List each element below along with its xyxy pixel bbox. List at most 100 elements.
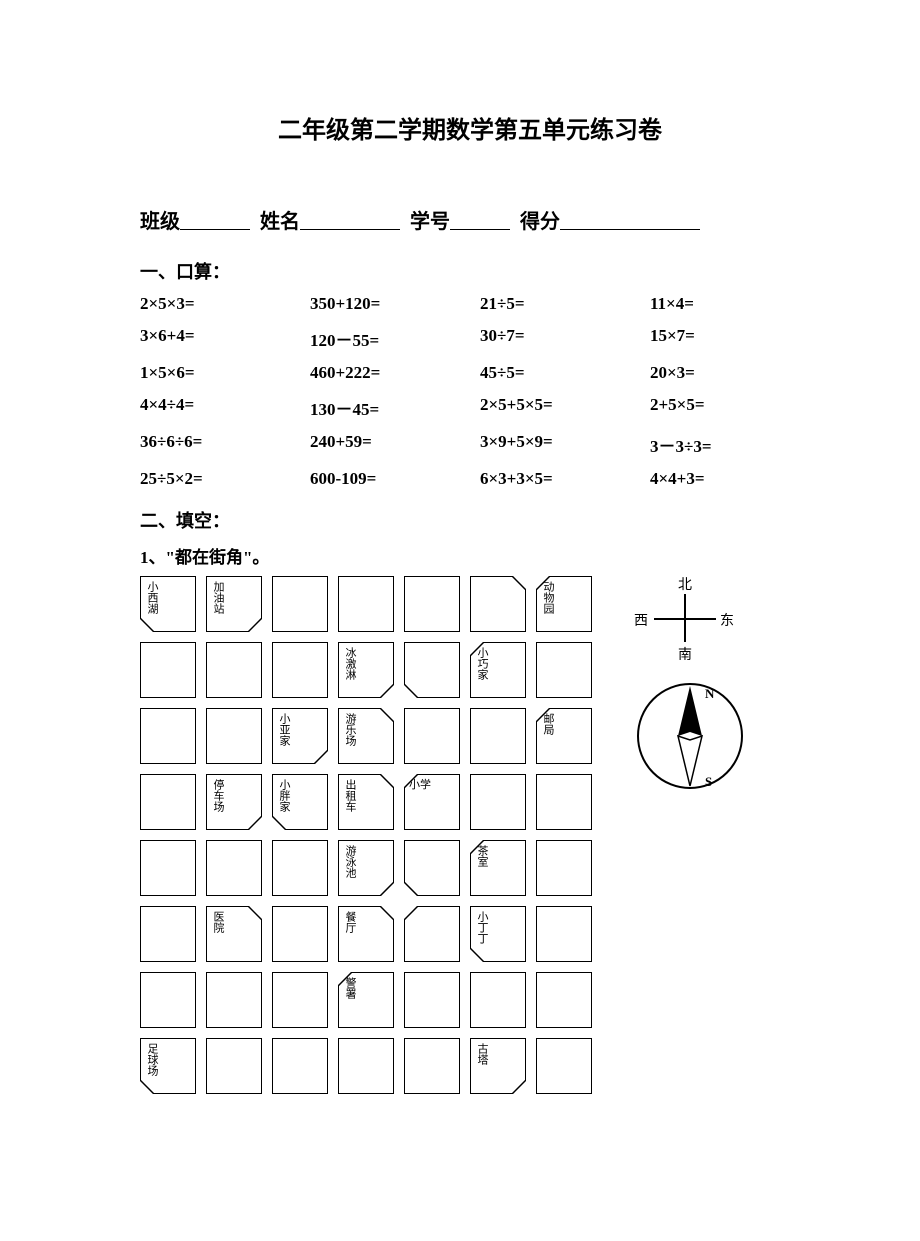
map-cell-label: 足球场 [145,1043,158,1076]
map-cell-label: 游乐场 [343,713,356,746]
map-area: 小西湖 加油站 动物园 冰激淋 小巧家 小亚家 游乐场 邮局 停车场 小胖家 出… [140,576,800,1126]
arith-cell: 45÷5= [480,363,650,383]
arith-cell: 2+5×5= [650,395,790,420]
map-cell [272,1038,328,1094]
arith-cell: 25÷5×2= [140,469,310,489]
map-cell: 小胖家 [272,774,328,830]
map-cell [536,1038,592,1094]
map-cell-label: 餐厅 [343,911,356,933]
arith-cell: 4×4÷4= [140,395,310,420]
map-cell [470,972,526,1028]
map-cell [404,708,460,764]
map-cell [140,642,196,698]
cell-notch [470,948,484,962]
map-cell: 出租车 [338,774,394,830]
map-grid: 小西湖 加油站 动物园 冰激淋 小巧家 小亚家 游乐场 邮局 停车场 小胖家 出… [140,576,592,1094]
map-cell-label: 加油站 [211,581,224,614]
arith-cell: 3×9+5×9= [480,432,650,457]
name-label: 姓名 [260,211,300,233]
class-blank[interactable] [180,209,250,230]
map-cell [470,708,526,764]
cell-notch [248,618,262,632]
score-blank[interactable] [560,209,700,230]
map-cell [206,972,262,1028]
arith-cell: 600-109= [310,469,480,489]
map-cell-label: 出租车 [343,779,356,812]
arith-cell: 30÷7= [480,326,650,351]
arith-cell: 21÷5= [480,294,650,314]
map-cell-label: 冰激淋 [343,647,356,680]
map-cell [536,642,592,698]
arithmetic-grid: 2×5×3=350+120=21÷5=11×4=3×6+4=120－55=30÷… [140,294,800,489]
map-cell: 小巧家 [470,642,526,698]
map-cell: 餐厅 [338,906,394,962]
map-cell [206,708,262,764]
map-cell [140,906,196,962]
arith-cell: 240+59= [310,432,480,457]
east-label: 东 [720,610,734,630]
map-cell [140,774,196,830]
map-cell [140,972,196,1028]
cell-notch [380,774,394,788]
direction-cross: 北 南 西 东 [620,576,750,666]
cell-notch [314,750,328,764]
map-cell [536,906,592,962]
cell-notch [512,576,526,590]
cell-notch [470,840,484,854]
arith-cell: 1×5×6= [140,363,310,383]
map-cell [404,1038,460,1094]
map-cell: 小学 [404,774,460,830]
cell-notch [380,882,394,896]
map-cell [404,906,460,962]
cell-notch [404,774,418,788]
arith-cell: 120－55= [310,326,480,351]
map-cell: 古塔 [470,1038,526,1094]
map-cell [404,642,460,698]
map-cell-label: 医院 [211,911,224,933]
cell-notch [380,684,394,698]
map-cell [338,576,394,632]
map-cell [470,576,526,632]
page: 二年级第二学期数学第五单元练习卷 班级 姓名 学号 得分 一、口算： 2×5×3… [0,0,920,1241]
arith-cell: 3－3÷3= [650,432,790,457]
map-cell-label: 小亚家 [277,713,290,746]
map-cell: 停车场 [206,774,262,830]
section-1-heading: 一、口算： [140,258,800,284]
map-cell: 警署 [338,972,394,1028]
map-cell-label: 游泳池 [343,845,356,878]
cell-notch [404,906,418,920]
arith-cell: 36÷6÷6= [140,432,310,457]
question-1-label: 1、"都在街角"。 [140,543,800,568]
map-cell: 医院 [206,906,262,962]
arith-cell: 2×5×3= [140,294,310,314]
arith-cell: 6×3+3×5= [480,469,650,489]
map-cell [272,840,328,896]
map-cell [338,1038,394,1094]
arith-cell: 3×6+4= [140,326,310,351]
map-cell [140,708,196,764]
cell-notch [248,816,262,830]
id-blank[interactable] [450,209,510,230]
map-cell [536,840,592,896]
content-area: 二年级第二学期数学第五单元练习卷 班级 姓名 学号 得分 一、口算： 2×5×3… [140,110,800,1126]
map-cell [272,972,328,1028]
map-cell [272,642,328,698]
student-info-line: 班级 姓名 学号 得分 [140,205,800,234]
cell-notch [272,816,286,830]
map-cell: 加油站 [206,576,262,632]
cell-notch [380,708,394,722]
map-cell: 冰激淋 [338,642,394,698]
compass-n-letter: N [705,686,715,701]
map-cell [206,840,262,896]
map-cell [140,840,196,896]
west-label: 西 [634,610,648,630]
name-blank[interactable] [300,209,400,230]
map-cell: 邮局 [536,708,592,764]
map-cell [272,906,328,962]
map-cell: 小丁丁 [470,906,526,962]
compass-s-letter: S [705,774,712,789]
cell-notch [536,576,550,590]
map-cell [206,642,262,698]
map-cell [470,774,526,830]
cell-notch [380,906,394,920]
